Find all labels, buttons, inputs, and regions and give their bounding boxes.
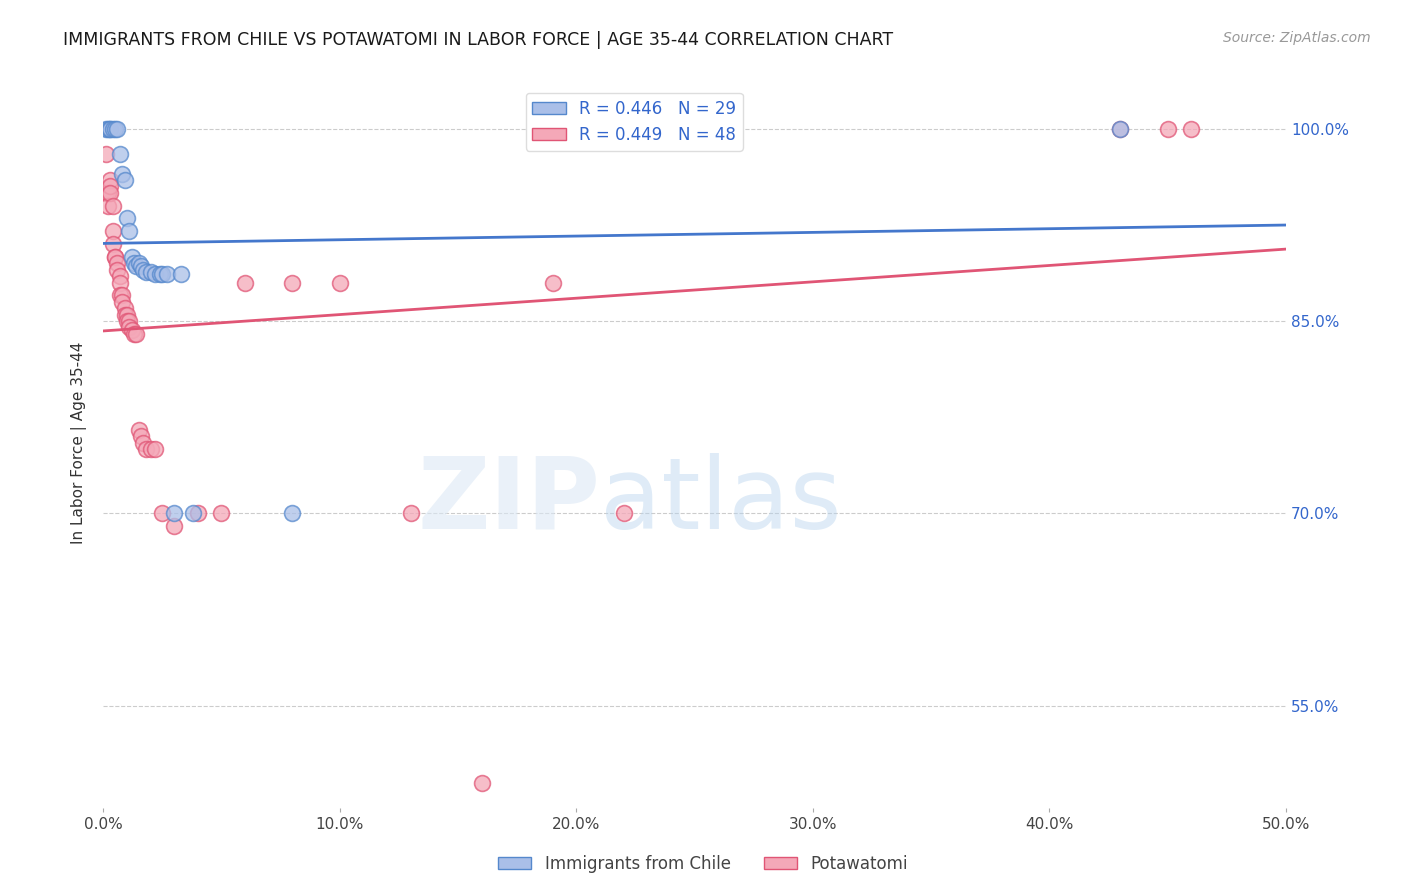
Point [101,224,124,238]
Point [101,121,124,136]
Point [98,186,121,200]
Point [115,211,138,226]
Point [118,320,141,334]
Point [118,314,141,328]
Point [97,121,120,136]
Point [399,507,422,521]
Point [541,276,564,290]
Point [108,269,131,284]
Point [139,442,162,457]
Point [1109,121,1132,136]
Point [104,121,127,136]
Point [114,173,136,187]
Point [613,507,636,521]
Point [94,147,117,161]
Point [150,267,173,281]
Point [121,250,143,264]
Point [1157,121,1180,136]
Point [143,267,166,281]
Point [181,507,204,521]
Point [108,276,131,290]
Point [97,199,120,213]
Point [1109,121,1132,136]
Point [281,507,304,521]
Point [128,423,150,437]
Point [170,267,193,281]
Point [108,147,131,161]
Point [135,265,157,279]
Y-axis label: In Labor Force | Age 35-44: In Labor Force | Age 35-44 [72,342,87,544]
Legend: Immigrants from Chile, Potawatomi: Immigrants from Chile, Potawatomi [491,848,915,880]
Point [125,326,148,341]
Point [98,121,121,136]
Point [211,507,233,521]
Point [101,199,124,213]
Point [98,121,121,136]
Point [111,167,134,181]
Point [122,326,145,341]
Point [132,436,155,450]
Point [471,775,494,789]
Point [94,186,117,200]
Text: IMMIGRANTS FROM CHILE VS POTAWATOMI IN LABOR FORCE | AGE 35-44 CORRELATION CHART: IMMIGRANTS FROM CHILE VS POTAWATOMI IN L… [63,31,893,49]
Legend: R = 0.446   N = 29, R = 0.449   N = 48: R = 0.446 N = 29, R = 0.449 N = 48 [526,93,742,151]
Point [101,237,124,252]
Point [150,507,173,521]
Point [98,173,121,187]
Point [135,442,157,457]
Point [121,323,143,337]
Point [1180,121,1202,136]
Point [163,519,186,533]
Point [107,262,129,277]
Point [114,301,136,316]
Point [156,267,179,281]
Text: Source: ZipAtlas.com: Source: ZipAtlas.com [1223,31,1371,45]
Point [94,121,117,136]
Point [187,507,209,521]
Point [122,256,145,270]
Point [115,308,138,322]
Point [107,121,129,136]
Point [125,259,148,273]
Point [163,507,186,521]
Point [129,429,152,443]
Point [118,224,141,238]
Text: ZIP: ZIP [418,453,600,549]
Point [233,276,256,290]
Point [139,265,162,279]
Point [98,179,121,194]
Point [132,262,155,277]
Point [128,256,150,270]
Point [114,308,136,322]
Point [104,250,127,264]
Point [107,256,129,270]
Point [129,259,152,273]
Point [108,288,131,302]
Text: atlas: atlas [600,453,842,549]
Point [329,276,352,290]
Point [115,314,138,328]
Point [104,250,127,264]
Point [97,186,120,200]
Point [281,276,304,290]
Point [111,294,134,309]
Point [149,267,172,281]
Point [143,442,166,457]
Point [111,288,134,302]
